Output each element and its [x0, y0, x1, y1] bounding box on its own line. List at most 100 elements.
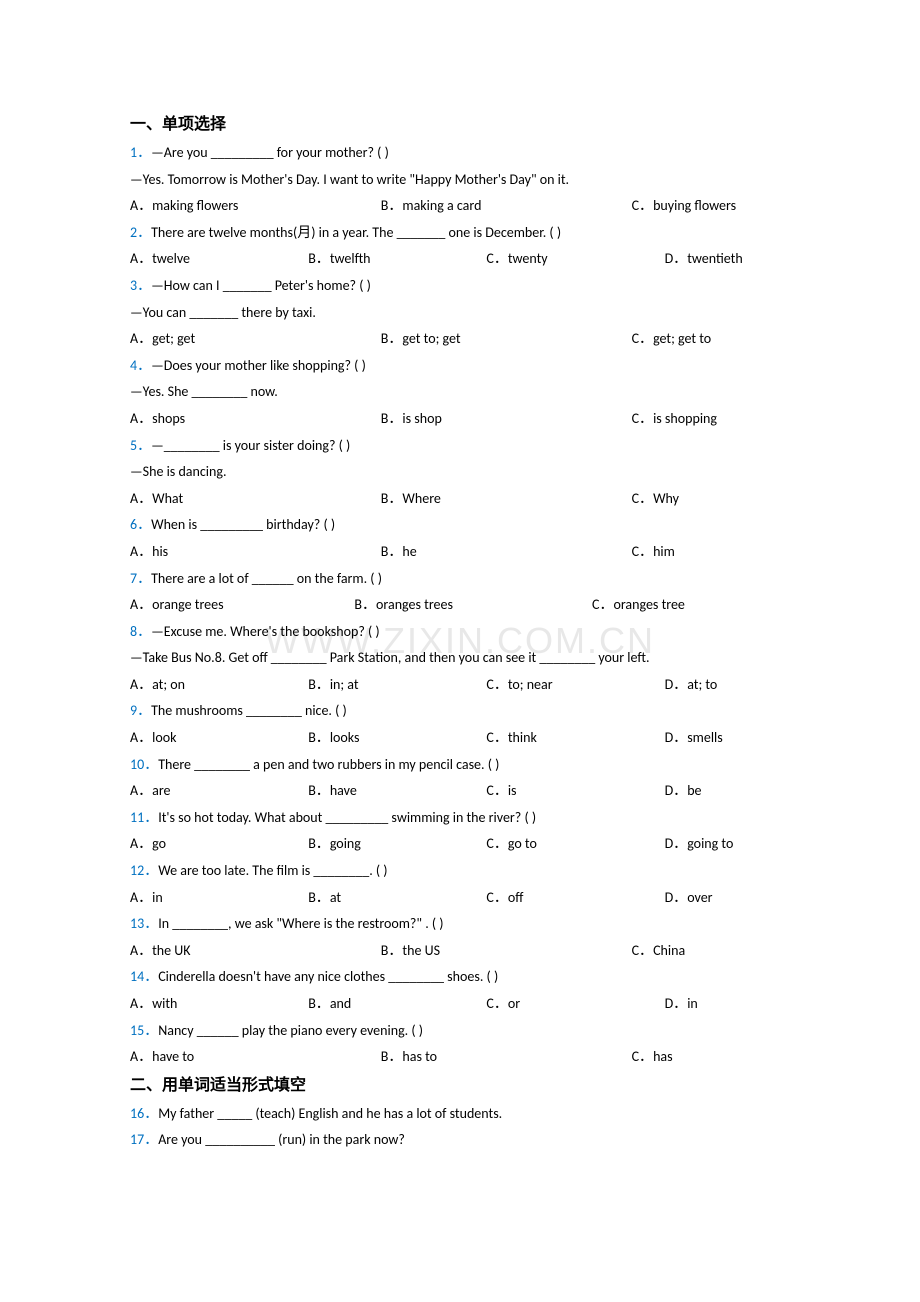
- option-text: look: [152, 729, 176, 746]
- option-text: with: [152, 995, 177, 1012]
- question-number: 13．: [130, 915, 158, 932]
- question-line: 5．—________ is your sister doing? ( ): [130, 433, 790, 460]
- option-text: go to: [508, 835, 537, 852]
- option-label: D．: [665, 995, 688, 1012]
- option-label: C．: [486, 995, 507, 1012]
- option-label: C．: [632, 1048, 653, 1065]
- option-label: C．: [486, 250, 507, 267]
- option-text: twelve: [152, 250, 190, 267]
- option: C．is: [486, 778, 664, 805]
- option: D．smells: [665, 725, 790, 752]
- question-line: 1．—Are you _________ for your mother? ( …: [130, 140, 790, 167]
- option-text: get; get: [152, 330, 195, 347]
- option-label: A．: [130, 250, 152, 267]
- option-label: B．: [308, 729, 330, 746]
- question-text: When is _________ birthday? ( ): [151, 516, 335, 533]
- option-label: A．: [130, 330, 152, 347]
- option-text: has: [653, 1048, 673, 1065]
- option: B．he: [381, 539, 632, 566]
- question-text: My father _____ (teach) English and he h…: [158, 1105, 502, 1122]
- option: C．oranges tree: [592, 592, 790, 619]
- question-line: 14．Cinderella doesn't have any nice clot…: [130, 964, 790, 991]
- option-text: China: [653, 942, 685, 959]
- question-line: 10．There ________ a pen and two rubbers …: [130, 752, 790, 779]
- question-line: 2．There are twelve months(月) in a year. …: [130, 220, 790, 247]
- options-row: A．get; getB．get to; getC．get; get to: [130, 326, 790, 353]
- option-text: twelfth: [330, 250, 371, 267]
- section-title: 二、用单词适当形式填空: [130, 1071, 790, 1095]
- option-label: A．: [130, 942, 152, 959]
- option-text: What: [152, 490, 183, 507]
- options-row: A．making flowersB．making a cardC．buying …: [130, 193, 790, 220]
- section-title: 一、单项选择: [130, 110, 790, 134]
- options-row: A．at; onB．in; atC．to; nearD．at; to: [130, 672, 790, 699]
- option-text: are: [152, 782, 170, 799]
- option-label: A．: [130, 782, 152, 799]
- option-label: B．: [381, 490, 403, 507]
- option: C．go to: [486, 831, 664, 858]
- option: A．orange trees: [130, 592, 354, 619]
- question-text: —Does your mother like shopping? ( ): [151, 357, 366, 374]
- option-text: going: [330, 835, 361, 852]
- option-text: shops: [152, 410, 185, 427]
- option-text: making a card: [402, 197, 481, 214]
- option-label: B．: [308, 250, 330, 267]
- option: C．or: [486, 991, 664, 1018]
- option: A．go: [130, 831, 308, 858]
- option-label: A．: [130, 835, 152, 852]
- option: A．get; get: [130, 326, 381, 353]
- option-label: A．: [130, 596, 152, 613]
- option-label: D．: [665, 782, 688, 799]
- question-line: —Take Bus No.8. Get off ________ Park St…: [130, 645, 790, 672]
- option-text: looks: [330, 729, 360, 746]
- option-label: A．: [130, 543, 152, 560]
- option-text: going to: [687, 835, 733, 852]
- question-text: —________ is your sister doing? ( ): [151, 437, 350, 454]
- option: D．in: [665, 991, 790, 1018]
- question-text: The mushrooms ________ nice. ( ): [151, 702, 347, 719]
- content-root: 一、单项选择 1．—Are you _________ for your moth…: [130, 110, 790, 1154]
- options-row: A．areB．haveC．isD．be: [130, 778, 790, 805]
- options-row: A．inB．atC．offD．over: [130, 885, 790, 912]
- option-label: C．: [632, 490, 653, 507]
- option-label: C．: [632, 942, 653, 959]
- question-line: 17．Are you __________ (run) in the park …: [130, 1127, 790, 1154]
- question-number: 1．: [130, 144, 151, 161]
- option: A．twelve: [130, 246, 308, 273]
- option: C．has: [632, 1044, 790, 1071]
- question-number: 11．: [130, 809, 158, 826]
- question-line: —You can _______ there by taxi.: [130, 300, 790, 327]
- option: C．off: [486, 885, 664, 912]
- option-label: C．: [486, 782, 507, 799]
- question-number: 3．: [130, 277, 151, 294]
- question-line: 15．Nancy ______ play the piano every eve…: [130, 1018, 790, 1045]
- option-text: buying flowers: [653, 197, 736, 214]
- option-label: C．: [632, 197, 653, 214]
- option-label: B．: [354, 596, 376, 613]
- option: B．the US: [381, 938, 632, 965]
- option-text: to; near: [508, 676, 553, 693]
- option-text: Why: [653, 490, 679, 507]
- question-text: —She is dancing.: [130, 463, 226, 480]
- question-text: —Yes. She ________ now.: [130, 383, 278, 400]
- option: A．at; on: [130, 672, 308, 699]
- option: A．have to: [130, 1044, 381, 1071]
- option: C．is shopping: [632, 406, 790, 433]
- question-text: It's so hot today. What about _________ …: [158, 809, 536, 826]
- option-text: is: [508, 782, 517, 799]
- question-line: 6．When is _________ birthday? ( ): [130, 512, 790, 539]
- option-label: C．: [632, 330, 653, 347]
- option: B．and: [308, 991, 486, 1018]
- option: A．with: [130, 991, 308, 1018]
- options-row: A．shopsB．is shopC．is shopping: [130, 406, 790, 433]
- question-line: 8．—Excuse me. Where's the bookshop? ( ): [130, 619, 790, 646]
- option-text: off: [508, 889, 524, 906]
- question-line: —She is dancing.: [130, 459, 790, 486]
- option: D．be: [665, 778, 790, 805]
- option-text: and: [330, 995, 351, 1012]
- options-row: A．the UKB．the USC．China: [130, 938, 790, 965]
- option-label: C．: [486, 889, 507, 906]
- question-number: 5．: [130, 437, 151, 454]
- question-line: 13．In ________, we ask "Where is the res…: [130, 911, 790, 938]
- option: B．Where: [381, 486, 632, 513]
